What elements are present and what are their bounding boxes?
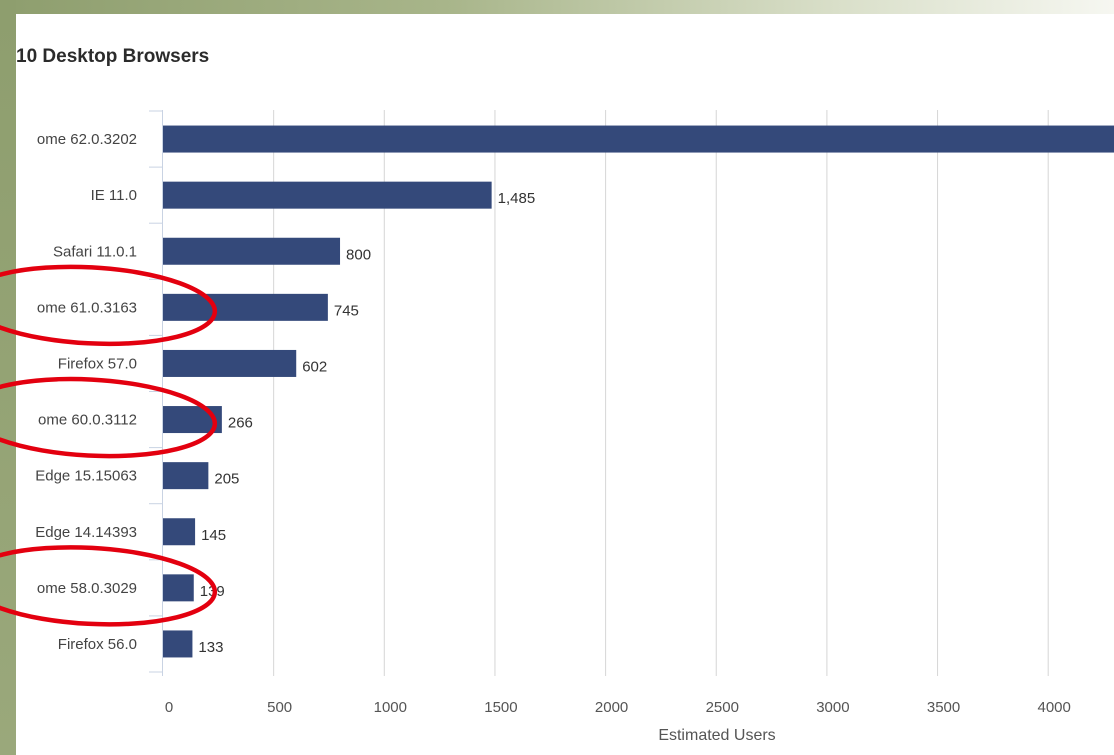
data-label: 145 xyxy=(201,527,226,544)
category-label: IE 11.0 xyxy=(91,187,137,204)
data-label: 602 xyxy=(302,358,327,375)
x-tick-label: 3500 xyxy=(927,699,960,716)
red-circle-annotation xyxy=(0,376,218,459)
data-label: 800 xyxy=(346,246,371,263)
x-tick-label: 2000 xyxy=(595,699,628,716)
category-label: ome 62.0.3202 xyxy=(37,131,137,148)
category-label: ome 61.0.3163 xyxy=(37,299,137,316)
category-label: ome 60.0.3112 xyxy=(38,412,137,429)
bar xyxy=(163,125,1114,153)
bar xyxy=(163,518,196,546)
left-decorative-band xyxy=(0,0,16,755)
category-label: Firefox 56.0 xyxy=(58,636,137,653)
bar xyxy=(163,181,492,209)
chart-title: 10 Desktop Browsers xyxy=(16,46,210,67)
category-label: Safari 11.0.1 xyxy=(53,243,137,260)
data-label: 139 xyxy=(200,583,225,600)
x-tick-label: 1000 xyxy=(374,699,407,716)
bar xyxy=(163,462,209,490)
bar xyxy=(163,237,341,265)
data-label: 266 xyxy=(228,415,253,432)
top-decorative-band xyxy=(0,0,1114,14)
red-circle-annotation xyxy=(0,264,218,347)
x-tick-label: 0 xyxy=(165,699,173,716)
category-label: Firefox 57.0 xyxy=(58,355,137,372)
bar xyxy=(163,349,297,377)
bar xyxy=(163,293,328,321)
data-label: 745 xyxy=(334,302,359,319)
red-circle-annotation xyxy=(0,545,218,627)
data-label: 1,485 xyxy=(498,190,536,207)
x-axis-title: Estimated Users xyxy=(658,727,775,744)
category-label: ome 58.0.3029 xyxy=(37,580,137,597)
data-label: 205 xyxy=(214,471,239,488)
x-tick-label: 3000 xyxy=(816,699,849,716)
bar xyxy=(163,574,194,602)
category-label: Edge 15.15063 xyxy=(35,468,137,485)
data-label: 133 xyxy=(198,639,223,656)
bar xyxy=(163,630,193,658)
x-tick-label: 2500 xyxy=(706,699,739,716)
x-tick-label: 4000 xyxy=(1038,699,1071,716)
x-tick-label: 1500 xyxy=(484,699,517,716)
category-label: Edge 14.14393 xyxy=(35,524,137,541)
x-tick-label: 500 xyxy=(267,699,292,716)
